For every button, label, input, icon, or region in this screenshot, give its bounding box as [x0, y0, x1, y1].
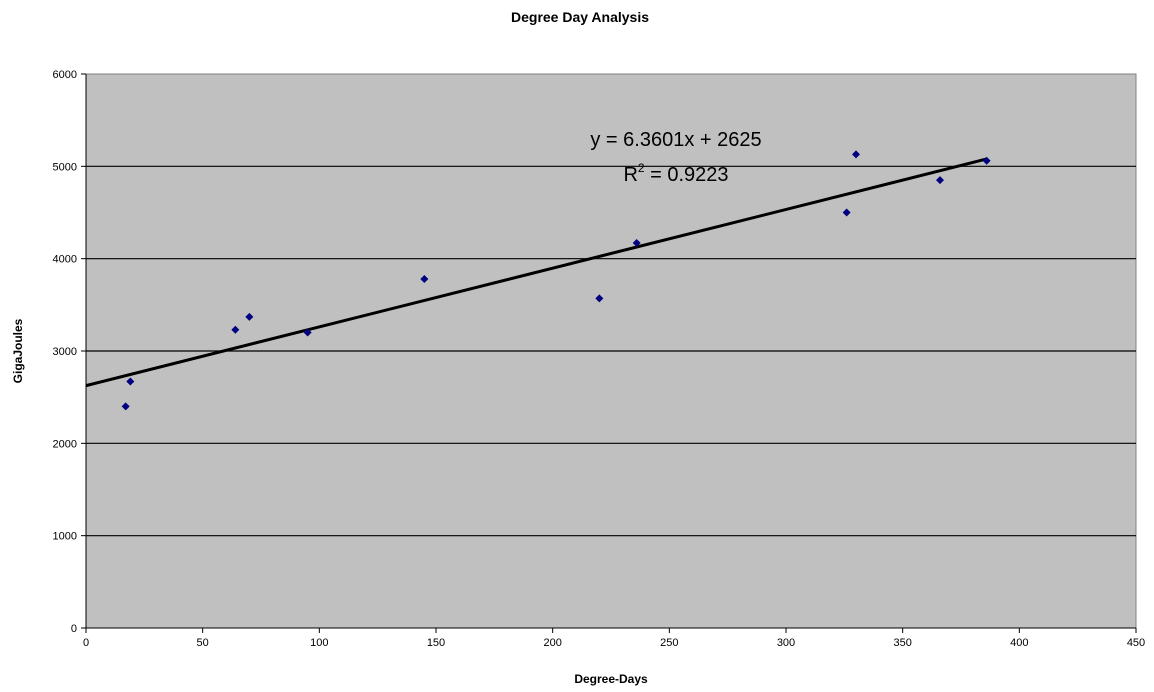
x-tick-label-450: 450	[1127, 637, 1145, 649]
r-squared-superscript: 2	[638, 161, 645, 175]
y-tick-label-6000: 6000	[53, 69, 77, 81]
chart-title: Degree Day Analysis	[511, 9, 649, 25]
data-point-7	[595, 294, 604, 303]
data-point-9	[842, 208, 851, 217]
r-squared-label: R2 = 0.9223	[623, 161, 728, 186]
trendline	[85, 157, 988, 388]
x-tick-label-200: 200	[543, 637, 561, 649]
data-point-10	[852, 150, 860, 159]
r-squared-value: = 0.9223	[645, 164, 729, 186]
x-tick-label-250: 250	[660, 637, 678, 649]
x-tick-label-300: 300	[777, 637, 795, 649]
x-tick-label-400: 400	[1010, 637, 1028, 649]
data-point-6	[420, 274, 429, 283]
y-tick-label-0: 0	[71, 623, 77, 635]
data-point-3	[231, 325, 240, 334]
data-point-1	[121, 402, 130, 411]
trendline-equation: y = 6.3601x + 2625	[590, 129, 761, 151]
y-tick-label-4000: 4000	[53, 254, 77, 266]
x-tick-label-100: 100	[310, 637, 328, 649]
data-point-4	[245, 312, 254, 321]
data-point-5	[303, 328, 312, 337]
data-point-11	[936, 176, 944, 185]
x-tick-label-50: 50	[197, 637, 209, 649]
x-axis-label: Degree-Days	[574, 672, 648, 686]
y-tick-label-3000: 3000	[53, 346, 77, 358]
data-point-8	[632, 238, 641, 247]
y-tick-label-1000: 1000	[53, 531, 77, 543]
x-axis-ticks: 0 50 100 150 200 250 300 350 400 450	[83, 628, 1145, 649]
data-points	[121, 150, 991, 411]
r-squared-prefix: R	[623, 164, 637, 186]
y-tick-label-2000: 2000	[53, 438, 77, 450]
data-point-2	[126, 377, 135, 386]
y-tick-label-5000: 5000	[53, 161, 77, 173]
x-tick-label-150: 150	[427, 637, 445, 649]
y-axis-label: GigaJoules	[11, 318, 25, 383]
y-axis-ticks: 0 1000 2000 3000 4000 5000 6000	[53, 69, 86, 635]
x-tick-label-0: 0	[83, 637, 89, 649]
data-point-12	[982, 156, 991, 165]
x-tick-label-350: 350	[893, 637, 911, 649]
